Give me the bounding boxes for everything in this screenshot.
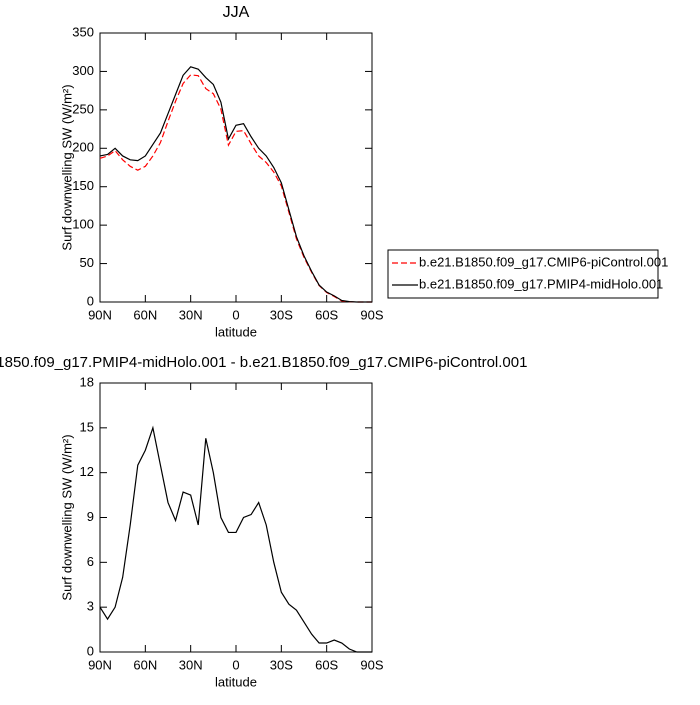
x-tick-label: 90S xyxy=(360,307,383,322)
data-line xyxy=(99,66,372,303)
y-tick-label: 0 xyxy=(87,643,94,658)
x-tick-label: 60N xyxy=(133,307,157,322)
x-tick-label: 60S xyxy=(315,307,338,322)
x-axis-label: latitude xyxy=(215,674,257,689)
x-tick-label: 0 xyxy=(232,307,239,322)
y-tick-label: 350 xyxy=(72,24,94,39)
y-tick-label: 100 xyxy=(72,217,94,232)
y-tick-label: 3 xyxy=(87,599,94,614)
x-tick-label: 60N xyxy=(133,657,157,672)
data-line xyxy=(99,74,372,303)
x-tick-label: 30S xyxy=(270,307,293,322)
y-tick-label: 0 xyxy=(87,293,94,308)
plot-frame xyxy=(99,382,373,653)
y-tick-label: 250 xyxy=(72,101,94,116)
x-tick-label: 90N xyxy=(88,657,112,672)
y-tick-label: 12 xyxy=(80,464,94,479)
y-axis-label: Surf downwelling SW (W/m²) xyxy=(59,434,74,600)
chart-title: JJA xyxy=(223,4,250,21)
legend-label: b.e21.B1850.f09_g17.CMIP6-piControl.001 xyxy=(419,254,668,269)
x-axis-label: latitude xyxy=(215,324,257,339)
legend-label: b.e21.B1850.f09_g17.PMIP4-midHolo.001 xyxy=(419,276,663,291)
y-tick-label: 6 xyxy=(87,554,94,569)
y-tick-label: 200 xyxy=(72,140,94,155)
x-tick-label: 30N xyxy=(179,657,203,672)
y-tick-label: 15 xyxy=(80,419,94,434)
x-tick-label: 60S xyxy=(315,657,338,672)
y-tick-label: 18 xyxy=(80,374,94,389)
y-tick-label: 9 xyxy=(87,509,94,524)
y-tick-label: 50 xyxy=(80,255,94,270)
x-tick-label: 0 xyxy=(232,657,239,672)
y-tick-label: 300 xyxy=(72,63,94,78)
y-axis-label: Surf downwelling SW (W/m²) xyxy=(59,84,74,250)
plot-frame xyxy=(99,32,373,303)
x-tick-label: 30S xyxy=(270,657,293,672)
y-tick-label: 150 xyxy=(72,178,94,193)
data-line xyxy=(99,425,372,653)
legend-box xyxy=(387,249,659,299)
x-tick-label: 30N xyxy=(179,307,203,322)
x-tick-label: 90N xyxy=(88,307,112,322)
chart-title: b.e21.B1850.f09_g17.PMIP4-midHolo.001 - … xyxy=(0,354,527,371)
x-tick-label: 90S xyxy=(360,657,383,672)
